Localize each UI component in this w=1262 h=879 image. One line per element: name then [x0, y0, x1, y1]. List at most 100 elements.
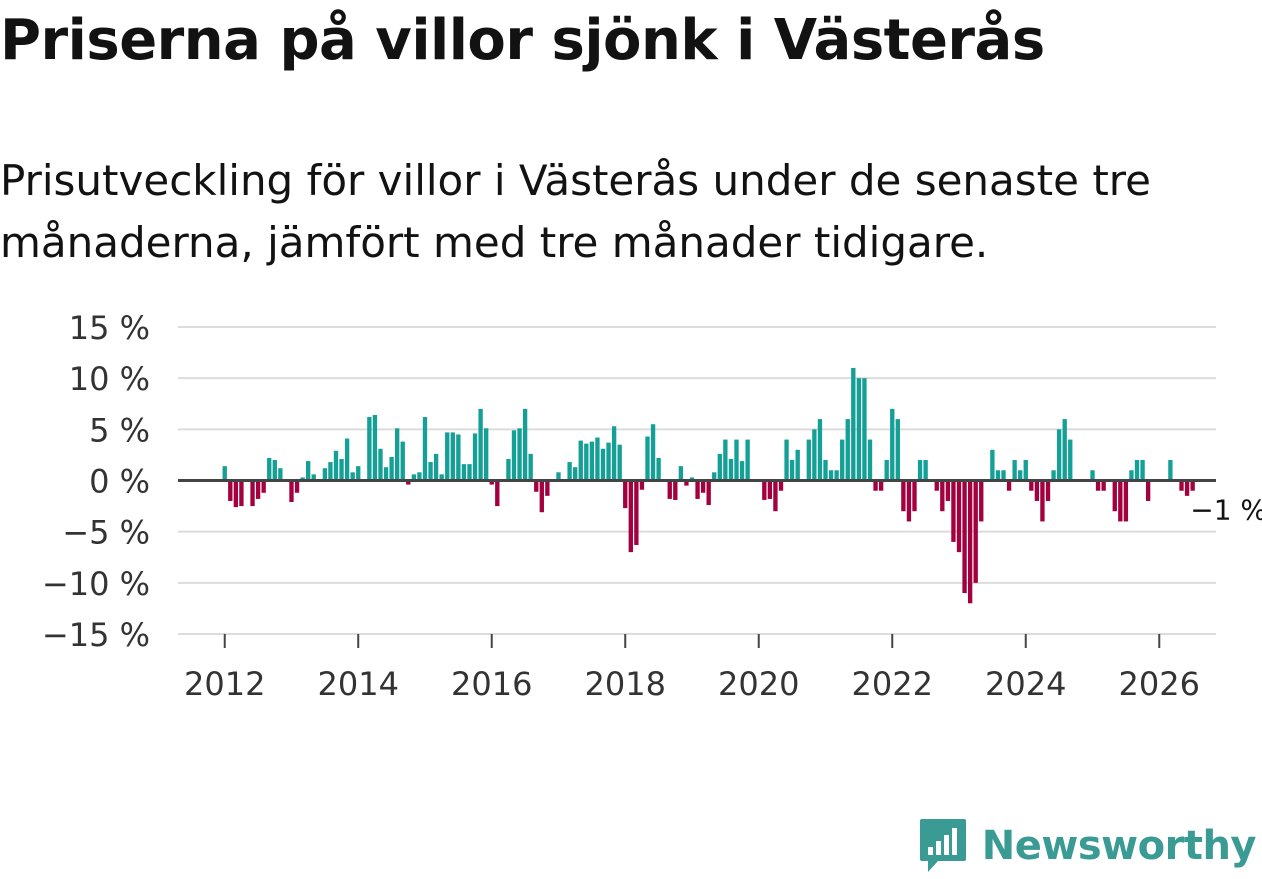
bar	[973, 480, 978, 583]
bar	[383, 467, 389, 481]
bar	[773, 480, 778, 512]
bar	[962, 480, 967, 594]
bar	[767, 480, 773, 499]
y-tick-label: −10 %	[42, 565, 150, 603]
bar	[600, 448, 606, 481]
bar	[294, 480, 300, 493]
bar	[511, 430, 517, 481]
end-value-label: −1 %	[1190, 493, 1262, 526]
bar	[945, 480, 951, 501]
bar	[951, 480, 956, 542]
bar	[411, 474, 417, 481]
bar	[1190, 480, 1195, 491]
bar	[611, 426, 617, 481]
x-tick-label: 2024	[985, 665, 1066, 703]
bar	[539, 480, 544, 513]
bar	[1045, 480, 1051, 501]
bar	[990, 449, 995, 481]
bar	[400, 441, 405, 481]
x-tick-label: 2026	[1119, 665, 1200, 703]
bar	[745, 439, 750, 481]
bar	[834, 470, 839, 481]
y-tick-label: −5 %	[62, 514, 150, 552]
bar	[461, 464, 467, 481]
bar	[884, 460, 889, 481]
bar	[545, 480, 550, 496]
bar	[906, 480, 912, 522]
bar	[712, 472, 717, 481]
bar	[795, 449, 800, 481]
bar	[1168, 460, 1173, 481]
x-tick-label: 2012	[184, 665, 265, 703]
bar	[344, 438, 350, 481]
bar	[789, 460, 795, 481]
bar	[645, 436, 650, 481]
bar	[1179, 480, 1184, 491]
bar	[979, 480, 984, 522]
bar	[895, 419, 900, 481]
bar	[867, 439, 873, 481]
bar	[673, 480, 678, 500]
bar	[806, 439, 811, 481]
x-tick-label: 2022	[852, 665, 933, 703]
bar	[667, 480, 672, 499]
bar	[656, 457, 661, 481]
x-tick-label: 2018	[585, 665, 666, 703]
bar	[862, 378, 867, 481]
bar	[912, 480, 917, 512]
bar	[517, 428, 522, 481]
bar	[306, 461, 311, 481]
bar	[255, 480, 261, 499]
bar	[723, 439, 728, 481]
bar	[639, 480, 645, 490]
bar	[812, 429, 817, 481]
bar	[917, 460, 923, 481]
bar	[1040, 480, 1045, 522]
bar	[784, 439, 789, 481]
bar	[389, 456, 394, 481]
bar	[450, 432, 455, 481]
bar	[222, 466, 227, 481]
bar	[233, 480, 239, 508]
gridlines	[178, 326, 1216, 635]
bar	[1023, 460, 1028, 481]
bar	[1134, 460, 1140, 481]
bar	[1140, 460, 1145, 481]
bar	[350, 472, 355, 481]
bar	[634, 480, 639, 545]
bar	[333, 450, 339, 481]
y-axis-ticks: 15 % 10 % 5 % 0 % −5 % −10 % −15 %	[42, 309, 150, 654]
bar	[623, 480, 628, 509]
y-tick-label: 15 %	[69, 309, 150, 347]
bar	[422, 417, 428, 481]
bar	[534, 480, 539, 492]
bar	[628, 480, 633, 553]
bar	[1090, 470, 1095, 481]
bars	[222, 367, 1195, 604]
bar	[272, 460, 277, 481]
x-tick-label: 2016	[451, 665, 532, 703]
bar	[467, 464, 472, 481]
bar	[762, 480, 767, 500]
bar	[817, 419, 823, 481]
bar	[506, 459, 511, 481]
bar	[578, 440, 583, 481]
brand-name: Newsworthy	[981, 823, 1257, 869]
bar	[901, 480, 906, 512]
bar	[311, 474, 316, 481]
bar	[1029, 480, 1034, 491]
bar	[556, 472, 561, 481]
bar	[1145, 480, 1151, 501]
bar	[678, 466, 684, 481]
bar	[840, 439, 845, 481]
bar	[489, 480, 494, 485]
bar	[278, 468, 283, 481]
bar	[717, 453, 722, 481]
bar	[1051, 470, 1056, 481]
bar	[406, 480, 411, 485]
bar	[878, 480, 884, 491]
bar	[456, 434, 461, 481]
bar	[778, 480, 784, 491]
bar	[700, 480, 706, 493]
bar	[239, 480, 244, 507]
